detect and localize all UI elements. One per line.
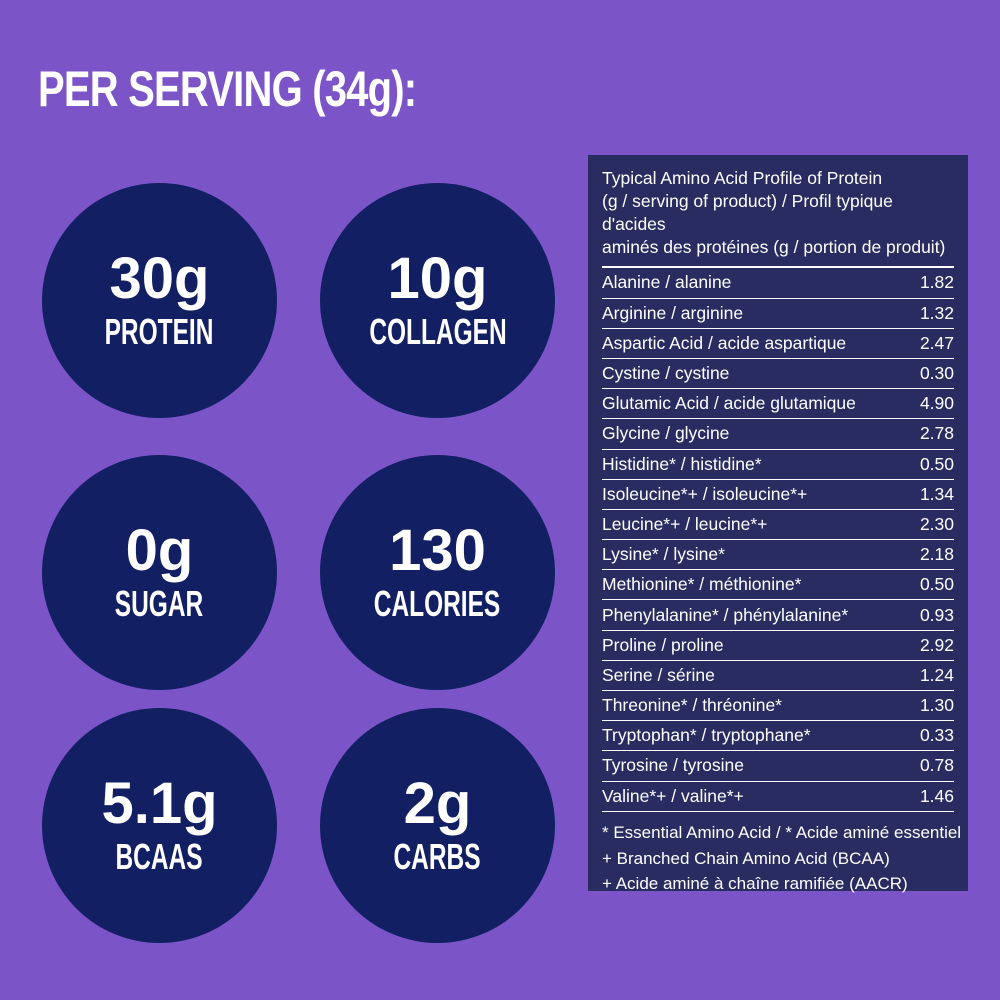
- amino-name: Tryptophan* / tryptophane*: [602, 725, 811, 746]
- table-row: Threonine* / thréonine* 1.30: [602, 691, 954, 722]
- table-row: Tyrosine / tyrosine 0.78: [602, 751, 954, 782]
- footnote: * Essential Amino Acid / * Acide aminé e…: [602, 822, 962, 842]
- amino-value: 1.30: [919, 695, 954, 716]
- table-title-line: (g / serving of product) / Profil typiqu…: [602, 191, 893, 235]
- stat-circle-calories: 130 CALORIES: [320, 455, 555, 690]
- stat-label: CARBS: [393, 836, 482, 878]
- stat-circle-protein: 30g PROTEIN: [42, 183, 277, 418]
- footnote: + Acide aminé à chaîne ramifiée (AACR): [602, 874, 908, 894]
- amino-name: Proline / proline: [602, 634, 724, 655]
- stat-value: 5.1g: [101, 771, 218, 837]
- stat-value: 0g: [125, 518, 194, 584]
- amino-name: Histidine* / histidine*: [602, 453, 762, 474]
- stat-circle-carbs: 2g CARBS: [320, 708, 555, 943]
- stat-label: CALORIES: [374, 583, 501, 625]
- amino-acid-table: Typical Amino Acid Profile of Protein (g…: [588, 155, 968, 893]
- amino-name: Methionine* / méthionine*: [602, 574, 802, 595]
- table-row: Proline / proline 2.92: [602, 631, 954, 661]
- stat-circle-bcaas: 5.1g BCAAS: [42, 708, 277, 943]
- amino-name: Leucine*+ / leucine*+: [602, 513, 768, 534]
- stat-label: SUGAR: [115, 583, 204, 625]
- table-row: Valine*+ / valine*+ 1.46: [602, 782, 954, 812]
- table-row: Cystine / cystine 0.30: [602, 359, 954, 390]
- amino-value: 1.34: [919, 483, 954, 504]
- amino-name: Phenylalanine* / phénylalanine*: [602, 604, 849, 625]
- table-row: Histidine* / histidine* 0.50: [602, 450, 954, 480]
- stat-label: COLLAGEN: [368, 311, 507, 353]
- table-row: Aspartic Acid / acide aspartique 2.47: [602, 329, 954, 359]
- amino-value: 2.47: [919, 332, 954, 353]
- stat-circle-collagen: 10g COLLAGEN: [320, 183, 555, 418]
- footnote: + Branched Chain Amino Acid (BCAA): [602, 848, 890, 868]
- stat-value: 130: [389, 518, 486, 584]
- amino-name: Valine*+ / valine*+: [602, 785, 744, 806]
- amino-rows: Alanine / alanine 1.82 Arginine / argini…: [602, 268, 954, 812]
- stat-label: BCAAS: [115, 836, 204, 878]
- amino-value: 1.46: [919, 785, 954, 806]
- amino-value: 0.50: [919, 574, 954, 595]
- amino-value: 0.93: [919, 604, 954, 625]
- table-row: Isoleucine*+ / isoleucine*+ 1.34: [602, 480, 954, 510]
- amino-value: 1.82: [919, 272, 954, 293]
- table-row: Alanine / alanine 1.82: [602, 268, 954, 299]
- stat-label: PROTEIN: [105, 311, 214, 353]
- amino-value: 2.78: [919, 423, 954, 444]
- amino-name: Glutamic Acid / acide glutamique: [602, 393, 856, 414]
- stat-circle-sugar: 0g SUGAR: [42, 455, 277, 690]
- table-row: Serine / sérine 1.24: [602, 661, 954, 691]
- table-row: Glutamic Acid / acide glutamique 4.90: [602, 389, 954, 420]
- amino-name: Alanine / alanine: [602, 272, 732, 293]
- amino-value: 4.90: [919, 393, 954, 414]
- amino-value: 1.32: [919, 302, 954, 323]
- amino-value: 2.18: [919, 544, 954, 565]
- amino-name: Arginine / arginine: [602, 302, 744, 323]
- stat-value: 10g: [387, 246, 488, 312]
- table-row: Arginine / arginine 1.32: [602, 299, 954, 329]
- table-title-line: aminés des protéines (g / portion de pro…: [602, 237, 946, 258]
- stat-value: 2g: [403, 771, 472, 837]
- amino-name: Serine / sérine: [602, 664, 715, 685]
- amino-name: Isoleucine*+ / isoleucine*+: [602, 483, 808, 504]
- amino-value: 0.30: [919, 363, 954, 384]
- amino-name: Threonine* / thréonine*: [602, 695, 782, 716]
- amino-value: 1.24: [919, 664, 954, 685]
- table-row: Leucine*+ / leucine*+ 2.30: [602, 510, 954, 541]
- amino-value: 2.30: [919, 513, 954, 534]
- amino-name: Cystine / cystine: [602, 363, 730, 384]
- amino-value: 0.50: [919, 453, 954, 474]
- amino-table-title: Typical Amino Acid Profile of Protein (g…: [602, 167, 954, 269]
- amino-name: Lysine* / lysine*: [602, 544, 725, 565]
- table-title-line: Typical Amino Acid Profile of Protein: [602, 168, 883, 188]
- page-title: PER SERVING (34g):: [38, 61, 417, 117]
- amino-name: Aspartic Acid / acide aspartique: [602, 332, 847, 353]
- amino-value: 2.92: [919, 634, 954, 655]
- table-row: Glycine / glycine 2.78: [602, 419, 954, 450]
- stat-value: 30g: [109, 246, 210, 312]
- table-footnotes: * Essential Amino Acid / * Acide aminé e…: [602, 812, 962, 897]
- table-row: Methionine* / méthionine* 0.50: [602, 570, 954, 601]
- table-row: Lysine* / lysine* 2.18: [602, 540, 954, 571]
- amino-name: Tyrosine / tyrosine: [602, 755, 744, 776]
- table-row: Phenylalanine* / phénylalanine* 0.93: [602, 600, 954, 631]
- table-row: Tryptophan* / tryptophane* 0.33: [602, 721, 954, 752]
- amino-name: Glycine / glycine: [602, 423, 730, 444]
- amino-value: 0.33: [919, 725, 954, 746]
- amino-value: 0.78: [919, 755, 954, 776]
